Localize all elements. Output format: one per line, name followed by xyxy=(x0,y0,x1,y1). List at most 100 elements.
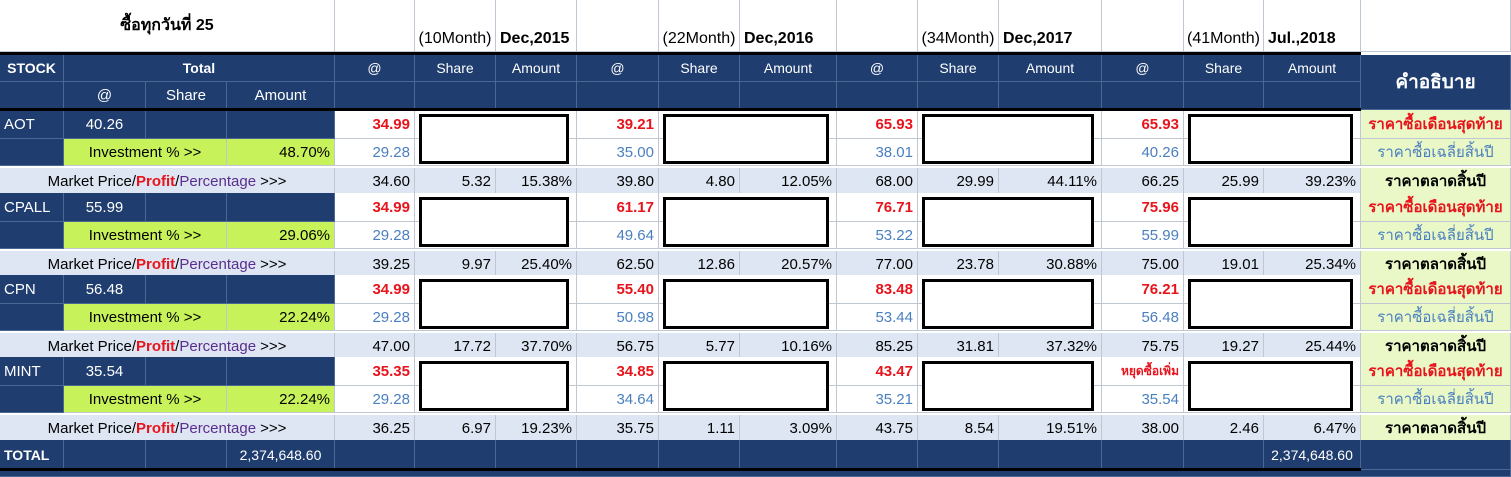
percentage-value[interactable]: 39.23% xyxy=(1264,168,1361,195)
stock-avg-price[interactable]: 55.99 xyxy=(64,193,146,222)
last-month-price[interactable]: 34.85 xyxy=(577,357,659,386)
profit-value[interactable]: 6.97 xyxy=(415,415,496,442)
profit-value[interactable]: 8.54 xyxy=(918,415,999,442)
avg-year-price[interactable]: 29.28 xyxy=(335,304,415,331)
profit-value[interactable]: 23.78 xyxy=(918,251,999,278)
last-month-price[interactable]: 34.99 xyxy=(335,110,415,139)
blank-cell[interactable] xyxy=(415,440,496,470)
market-price[interactable]: 34.60 xyxy=(335,168,415,195)
avg-year-price[interactable]: 35.54 xyxy=(1102,386,1184,413)
profit-value[interactable]: 5.77 xyxy=(659,333,740,360)
last-month-price[interactable]: 65.93 xyxy=(837,110,918,139)
percentage-value[interactable]: 6.47% xyxy=(1264,415,1361,442)
period-months-1[interactable]: (22Month) xyxy=(659,0,740,52)
percentage-value[interactable]: 19.23% xyxy=(496,415,577,442)
blank-cell[interactable] xyxy=(0,139,64,166)
market-price[interactable]: 43.75 xyxy=(837,415,918,442)
market-profit-percentage-label[interactable]: Market Price / Profit / Percentage >>> xyxy=(0,251,335,278)
blank-cell[interactable] xyxy=(496,440,577,470)
blank-cell[interactable] xyxy=(659,440,740,470)
investment-label[interactable]: Investment % >> xyxy=(64,222,227,249)
profit-value[interactable]: 5.32 xyxy=(415,168,496,195)
avg-year-price[interactable]: 29.28 xyxy=(335,139,415,166)
period-months-0[interactable]: (10Month) xyxy=(415,0,496,52)
stock-avg-price[interactable]: 56.48 xyxy=(64,275,146,304)
investment-label[interactable]: Investment % >> xyxy=(64,304,227,331)
last-month-price[interactable]: 76.71 xyxy=(837,193,918,222)
avg-year-price[interactable]: 53.22 xyxy=(837,222,918,249)
last-month-price[interactable]: 75.96 xyxy=(1102,193,1184,222)
period-months-2[interactable]: (34Month) xyxy=(918,0,999,52)
investment-pct[interactable]: 29.06% xyxy=(227,222,335,249)
avg-year-price[interactable]: 55.99 xyxy=(1102,222,1184,249)
last-month-price[interactable]: 39.21 xyxy=(577,110,659,139)
market-profit-percentage-label[interactable]: Market Price / Profit / Percentage >>> xyxy=(0,415,335,442)
last-month-price[interactable]: 76.21 xyxy=(1102,275,1184,304)
avg-year-price[interactable]: 34.64 xyxy=(577,386,659,413)
avg-year-price[interactable]: 38.01 xyxy=(837,139,918,166)
stock-name-aot[interactable]: AOT xyxy=(0,110,64,139)
percentage-value[interactable]: 3.09% xyxy=(740,415,837,442)
blank-cell[interactable] xyxy=(918,440,999,470)
avg-year-price[interactable]: 29.28 xyxy=(335,222,415,249)
blank-cell[interactable] xyxy=(1361,0,1511,52)
stock-avg-price[interactable]: 40.26 xyxy=(64,110,146,139)
period-date-0[interactable]: Dec,2015 xyxy=(496,0,577,52)
last-month-price[interactable]: 83.48 xyxy=(837,275,918,304)
profit-value[interactable]: 19.01 xyxy=(1184,251,1264,278)
blank-cell[interactable] xyxy=(227,275,335,304)
market-price[interactable]: 66.25 xyxy=(1102,168,1184,195)
avg-year-price[interactable]: 35.00 xyxy=(577,139,659,166)
percentage-value[interactable]: 20.57% xyxy=(740,251,837,278)
market-price[interactable]: 56.75 xyxy=(577,333,659,360)
avg-year-price[interactable]: 29.28 xyxy=(335,386,415,413)
investment-pct[interactable]: 48.70% xyxy=(227,139,335,166)
profit-value[interactable]: 31.81 xyxy=(918,333,999,360)
stock-name-cpn[interactable]: CPN xyxy=(0,275,64,304)
avg-year-price[interactable]: 40.26 xyxy=(1102,139,1184,166)
percentage-value[interactable]: 30.88% xyxy=(999,251,1102,278)
blank-cell[interactable] xyxy=(1102,440,1184,470)
period-date-1[interactable]: Dec,2016 xyxy=(740,0,837,52)
blank-cell[interactable] xyxy=(227,357,335,386)
market-price[interactable]: 85.25 xyxy=(837,333,918,360)
profit-value[interactable]: 17.72 xyxy=(415,333,496,360)
percentage-value[interactable]: 25.40% xyxy=(496,251,577,278)
market-profit-percentage-label[interactable]: Market Price / Profit / Percentage >>> xyxy=(0,333,335,360)
blank-cell[interactable] xyxy=(577,0,659,52)
last-month-price[interactable]: 34.99 xyxy=(335,275,415,304)
blank-cell[interactable] xyxy=(0,304,64,331)
market-price[interactable]: 39.80 xyxy=(577,168,659,195)
period-date-3[interactable]: Jul.,2018 xyxy=(1264,0,1361,52)
blank-cell[interactable] xyxy=(837,440,918,470)
blank-cell[interactable] xyxy=(335,440,415,470)
percentage-value[interactable]: 25.34% xyxy=(1264,251,1361,278)
market-price[interactable]: 47.00 xyxy=(335,333,415,360)
avg-year-price[interactable]: 53.44 xyxy=(837,304,918,331)
market-price[interactable]: 38.00 xyxy=(1102,415,1184,442)
market-price[interactable]: 39.25 xyxy=(335,251,415,278)
market-price[interactable]: 75.75 xyxy=(1102,333,1184,360)
total-amount[interactable]: 2,374,648.60 xyxy=(227,440,335,470)
avg-year-price[interactable]: 56.48 xyxy=(1102,304,1184,331)
last-month-price[interactable]: 55.40 xyxy=(577,275,659,304)
percentage-value[interactable]: 19.51% xyxy=(999,415,1102,442)
last-month-price[interactable]: 65.93 xyxy=(1102,110,1184,139)
blank-cell[interactable] xyxy=(227,110,335,139)
market-price[interactable]: 35.75 xyxy=(577,415,659,442)
percentage-value[interactable]: 12.05% xyxy=(740,168,837,195)
profit-value[interactable]: 12.86 xyxy=(659,251,740,278)
blank-cell[interactable] xyxy=(146,110,227,139)
stock-name-cpall[interactable]: CPALL xyxy=(0,193,64,222)
percentage-value[interactable]: 44.11% xyxy=(999,168,1102,195)
market-price[interactable]: 77.00 xyxy=(837,251,918,278)
period-date-2[interactable]: Dec,2017 xyxy=(999,0,1102,52)
blank-cell[interactable] xyxy=(837,0,918,52)
profit-value[interactable]: 29.99 xyxy=(918,168,999,195)
investment-label[interactable]: Investment % >> xyxy=(64,386,227,413)
avg-year-price[interactable]: 49.64 xyxy=(577,222,659,249)
total-amount-jul2018[interactable]: 2,374,648.60 xyxy=(1264,440,1361,470)
percentage-value[interactable]: 10.16% xyxy=(740,333,837,360)
blank-cell[interactable] xyxy=(146,440,227,470)
stock-name-mint[interactable]: MINT xyxy=(0,357,64,386)
